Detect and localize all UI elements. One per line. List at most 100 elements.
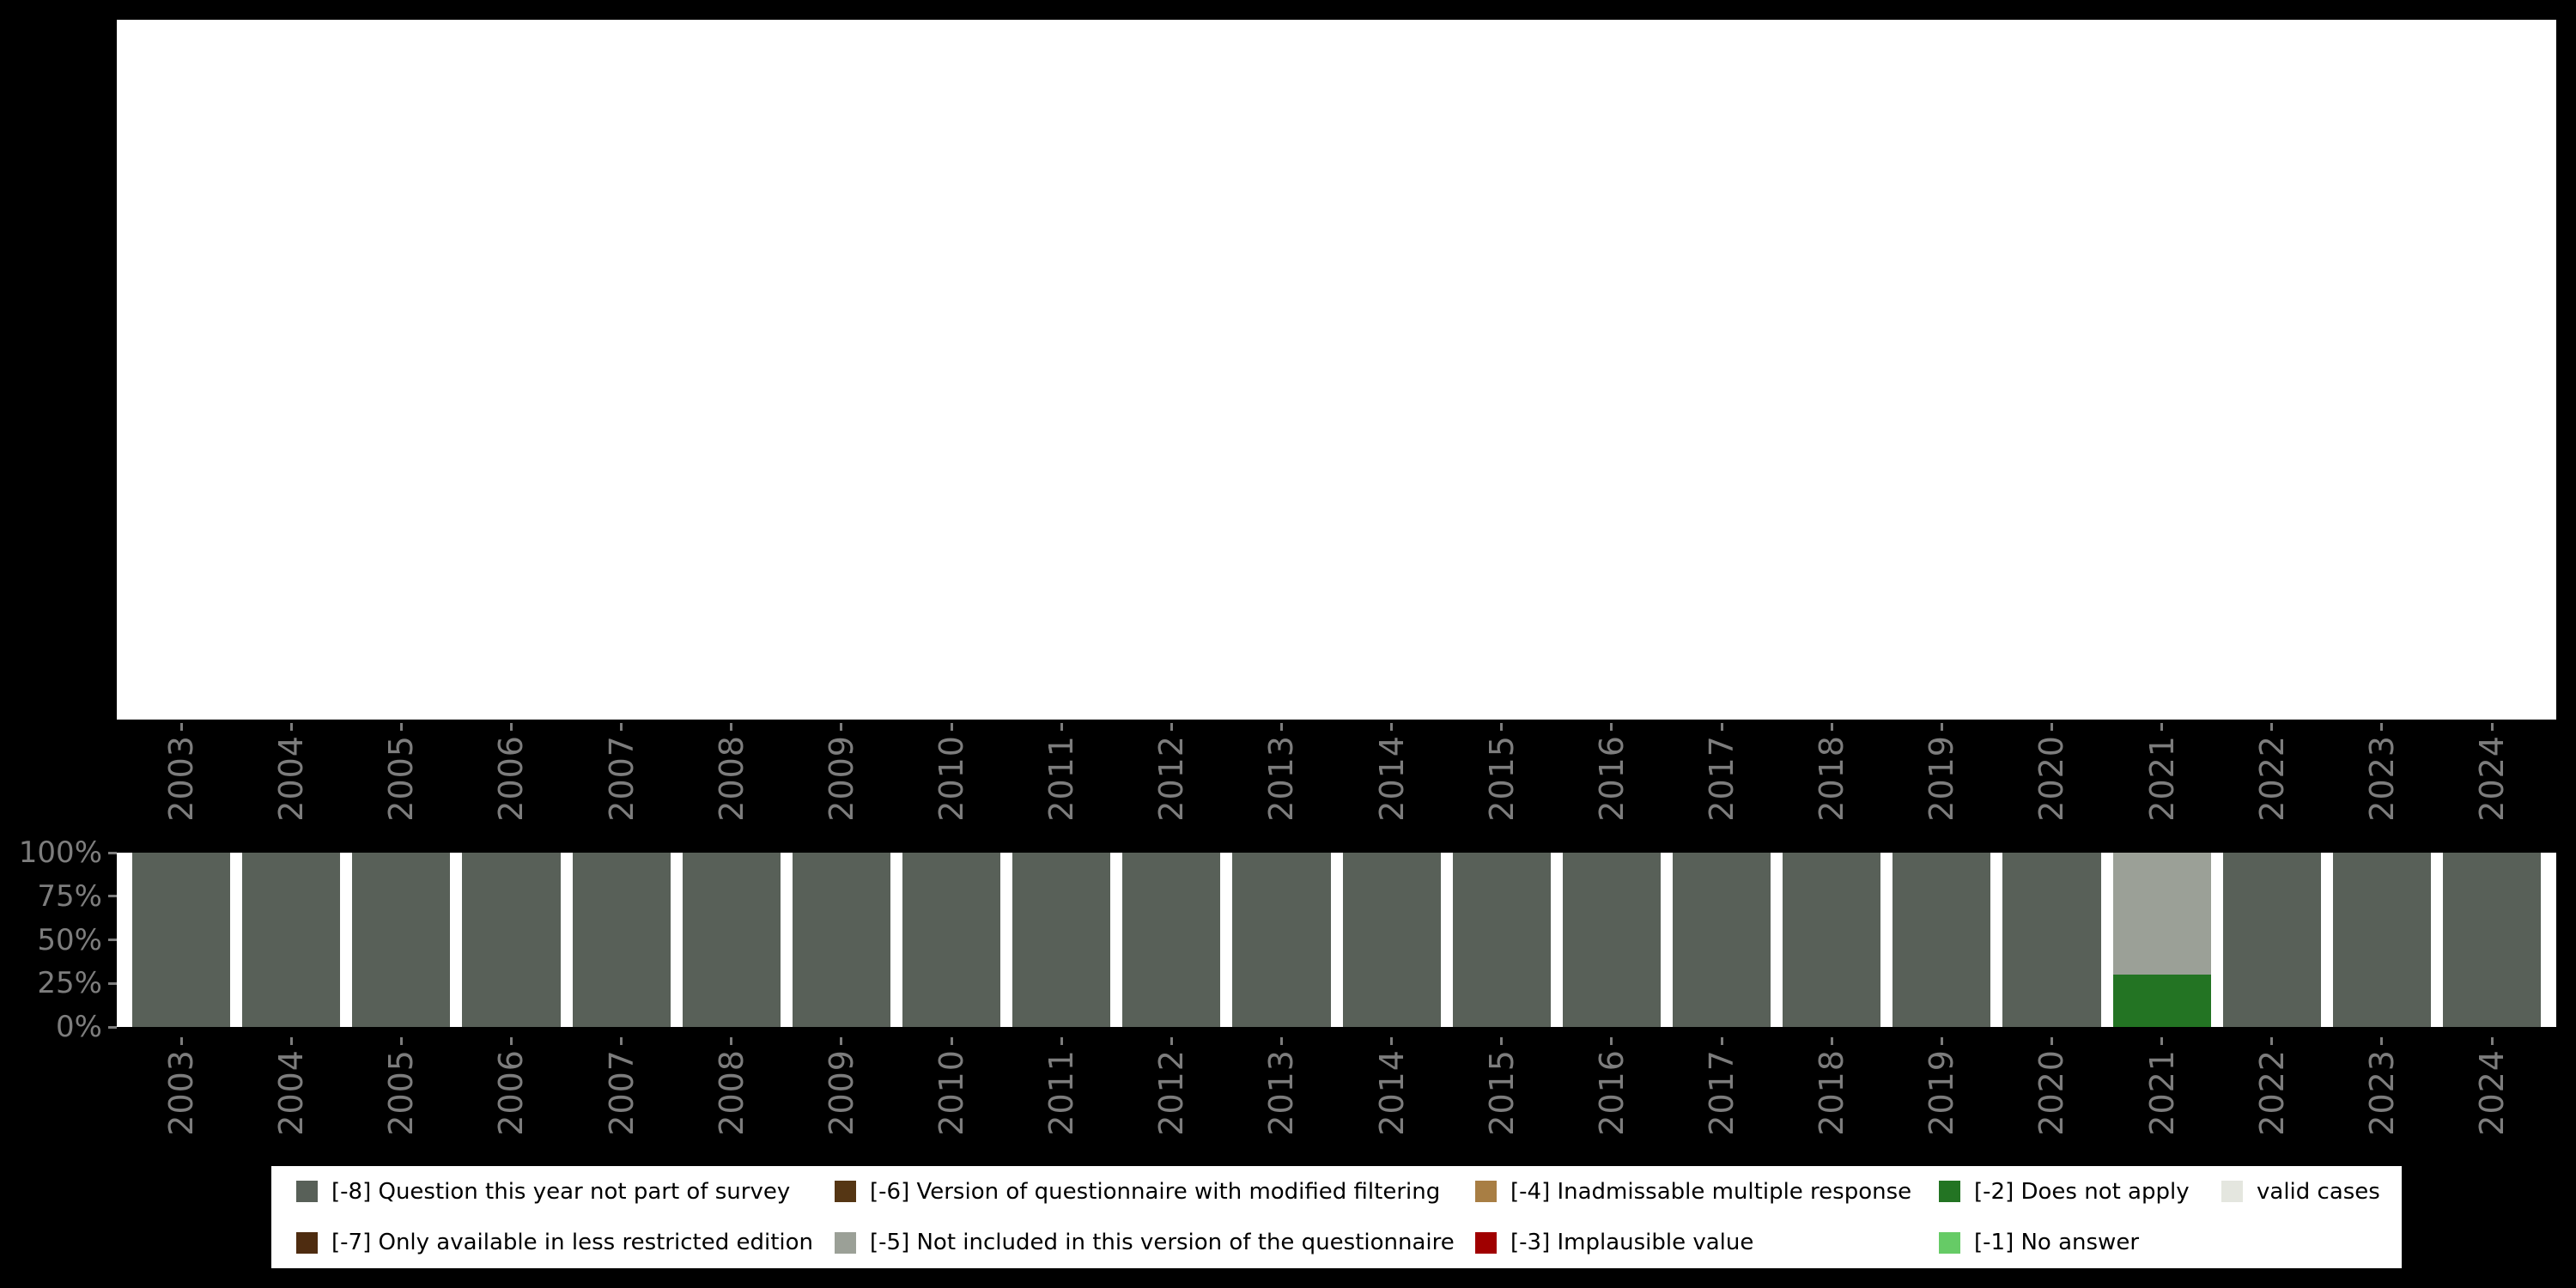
x-tick-mark xyxy=(2270,1037,2274,1045)
year-label: 2008 xyxy=(712,735,750,822)
x-tick-mark xyxy=(2160,723,2164,731)
legend-cell: valid cases xyxy=(2221,1179,2402,1205)
bar-2005 xyxy=(352,853,451,1027)
year-label: 2009 xyxy=(822,1049,860,1136)
bar-segment--8 xyxy=(1672,853,1771,1027)
x-slot-2009: 2009 xyxy=(793,723,890,830)
x-tick-mark xyxy=(399,723,403,731)
year-label: 2020 xyxy=(2032,1049,2071,1136)
bar-2018 xyxy=(1783,853,1881,1027)
x-tick-mark xyxy=(1500,723,1504,731)
x-tick-mark xyxy=(2490,1037,2494,1045)
legend-cell: [-6] Version of questionnaire with modif… xyxy=(835,1179,1475,1205)
bar-2006 xyxy=(462,853,561,1027)
x-slot-2022: 2022 xyxy=(2223,1037,2321,1151)
bar-2017 xyxy=(1672,853,1771,1027)
year-label: 2019 xyxy=(1923,735,1961,822)
x-tick-mark xyxy=(179,1037,183,1045)
x-tick-mark xyxy=(1279,1037,1283,1045)
bar-2003 xyxy=(132,853,231,1027)
bar-2012 xyxy=(1122,853,1221,1027)
bar-segment--8 xyxy=(1232,853,1331,1027)
x-tick-mark xyxy=(509,1037,513,1045)
bar-2015 xyxy=(1452,853,1551,1027)
frequency-plot-panel xyxy=(117,20,2556,720)
legend-label: [-5] Not included in this version of the… xyxy=(870,1230,1455,1256)
year-label: 2018 xyxy=(1813,735,1851,822)
x-tick-mark xyxy=(2270,723,2274,731)
x-slot-2016: 2016 xyxy=(1563,1037,1661,1151)
year-label: 2009 xyxy=(822,735,860,822)
x-tick-mark xyxy=(1830,1037,1833,1045)
x-slot-2014: 2014 xyxy=(1343,723,1441,830)
x-slot-2017: 2017 xyxy=(1673,723,1771,830)
x-slot-2013: 2013 xyxy=(1232,723,1330,830)
bar-segment--8 xyxy=(132,853,231,1027)
bar-segment--8 xyxy=(1122,853,1221,1027)
x-slot-2004: 2004 xyxy=(242,1037,340,1151)
bar-segment--8 xyxy=(1342,853,1441,1027)
x-slot-2022: 2022 xyxy=(2223,723,2321,830)
x-slot-2008: 2008 xyxy=(683,1037,781,1151)
year-label: 2008 xyxy=(712,1049,750,1136)
year-label: 2004 xyxy=(272,735,311,822)
legend-label: [-4] Inadmissable multiple response xyxy=(1510,1178,1912,1205)
x-tick-mark xyxy=(840,723,843,731)
y-tick: 0% xyxy=(0,1012,117,1042)
year-label: 2021 xyxy=(2142,735,2181,822)
legend-cell: [-4] Inadmissable multiple response xyxy=(1475,1179,1939,1205)
x-tick-mark xyxy=(399,1037,403,1045)
year-label: 2012 xyxy=(1152,735,1191,822)
bar-segment--8 xyxy=(2332,853,2431,1027)
year-label: 2015 xyxy=(1482,1049,1521,1136)
percent-y-axis: 100% 75% 50% 25% 0% xyxy=(0,838,117,1042)
y-tick: 75% xyxy=(0,882,117,911)
y-tick-mark xyxy=(108,981,117,985)
year-label: 2011 xyxy=(1042,1049,1081,1136)
year-label: 2010 xyxy=(933,1049,971,1136)
legend-label: [-3] Implausible value xyxy=(1510,1230,1754,1256)
bar-segment--8 xyxy=(2442,853,2542,1027)
x-tick-mark xyxy=(2160,1037,2164,1045)
legend-label: valid cases xyxy=(2257,1178,2380,1205)
x-tick-mark xyxy=(950,1037,953,1045)
y-tick-label: 0% xyxy=(56,1010,102,1044)
legend-cell: [-5] Not included in this version of the… xyxy=(835,1230,1475,1255)
x-tick-mark xyxy=(1170,723,1173,731)
bar-segment--8 xyxy=(1012,853,1111,1027)
y-tick-label: 100% xyxy=(18,835,102,870)
bar-segment--8 xyxy=(1452,853,1551,1027)
year-label: 2016 xyxy=(1592,735,1631,822)
bar-2016 xyxy=(1562,853,1661,1027)
year-label: 2013 xyxy=(1262,1049,1301,1136)
x-tick-mark xyxy=(509,723,513,731)
legend-label: [-8] Question this year not part of surv… xyxy=(331,1178,791,1205)
legend-cell: [-3] Implausible value xyxy=(1475,1230,1939,1255)
year-label: 2015 xyxy=(1482,735,1521,822)
x-tick-mark xyxy=(840,1037,843,1045)
year-label: 2022 xyxy=(2252,735,2291,822)
bar-2007 xyxy=(572,853,671,1027)
y-tick-mark xyxy=(108,895,117,898)
y-tick: 50% xyxy=(0,926,117,955)
year-label: 2023 xyxy=(2362,1049,2401,1136)
legend: [-8] Question this year not part of surv… xyxy=(271,1166,2402,1268)
bar-segment--8 xyxy=(462,853,561,1027)
x-tick-mark xyxy=(730,1037,733,1045)
legend-cell: [-1] No answer xyxy=(1939,1230,2221,1255)
bar-2014 xyxy=(1342,853,1441,1027)
x-tick-mark xyxy=(1830,723,1833,731)
bar-segment--8 xyxy=(1893,853,1991,1027)
x-slot-2021: 2021 xyxy=(2113,723,2211,830)
year-label: 2003 xyxy=(162,1049,201,1136)
x-slot-2003: 2003 xyxy=(132,1037,230,1151)
year-label: 2011 xyxy=(1042,735,1081,822)
x-tick-mark xyxy=(620,1037,623,1045)
bar-2009 xyxy=(792,853,890,1027)
year-label: 2019 xyxy=(1923,1049,1961,1136)
year-label: 2005 xyxy=(382,735,421,822)
bar-segment--8 xyxy=(2222,853,2321,1027)
x-tick-mark xyxy=(289,1037,293,1045)
x-slot-2011: 2011 xyxy=(1012,723,1110,830)
